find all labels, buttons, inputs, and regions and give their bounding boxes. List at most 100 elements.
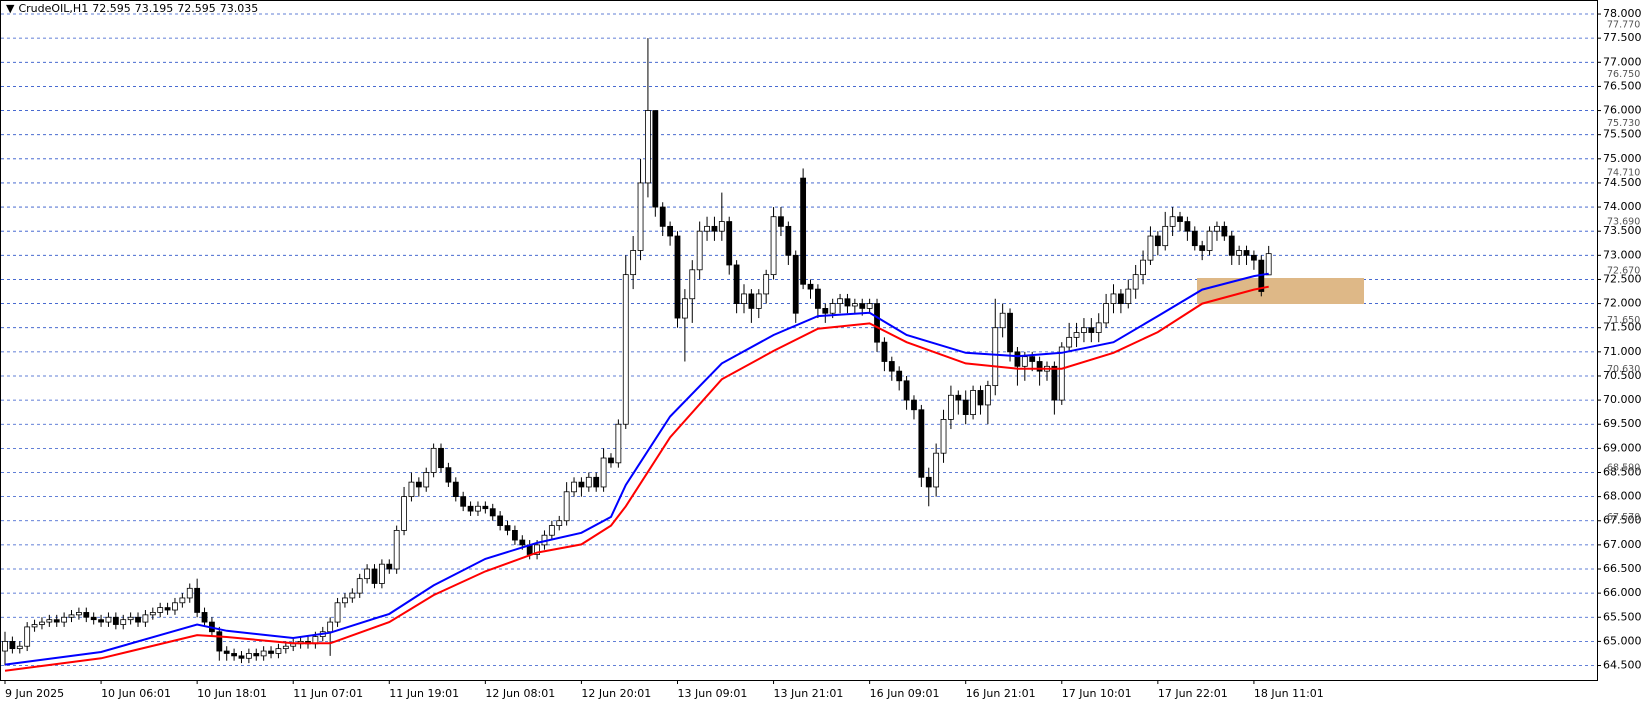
candle-body bbox=[792, 254, 799, 314]
candle-body bbox=[46, 619, 53, 623]
moving-average-line bbox=[4, 272, 1269, 666]
price-level-label: 76.750 bbox=[1607, 69, 1640, 80]
candle-body bbox=[940, 419, 947, 454]
candle-body bbox=[438, 447, 444, 469]
candle-body bbox=[452, 481, 459, 498]
candle-body bbox=[1066, 336, 1073, 348]
candle-body bbox=[1058, 346, 1065, 401]
candle-body bbox=[1169, 216, 1176, 227]
candle-body bbox=[112, 616, 119, 625]
candle-body bbox=[1251, 254, 1257, 261]
menu-triangle[interactable]: ▼ bbox=[6, 2, 15, 15]
candle-body bbox=[637, 182, 644, 251]
candle-body bbox=[578, 481, 585, 488]
candle-body bbox=[911, 399, 917, 411]
candle-body bbox=[349, 592, 356, 599]
candle-body bbox=[90, 616, 97, 621]
candle-body bbox=[1236, 250, 1243, 256]
price-level-label: 75.730 bbox=[1607, 118, 1640, 129]
candle-body bbox=[1036, 361, 1043, 372]
candle-body bbox=[711, 225, 718, 232]
symbol-title: CrudeOIL,H1 bbox=[18, 2, 89, 15]
candle-body bbox=[1110, 293, 1117, 304]
candle-body bbox=[844, 298, 851, 307]
candle-body bbox=[201, 612, 208, 623]
candle-body bbox=[874, 303, 880, 343]
candle-body bbox=[371, 568, 378, 584]
candle-body bbox=[482, 505, 489, 510]
price-level-label: 67.570 bbox=[1607, 512, 1640, 523]
candle-body bbox=[681, 298, 688, 319]
candle-body bbox=[999, 312, 1006, 329]
candle-body bbox=[356, 578, 363, 594]
candle-body bbox=[696, 230, 703, 271]
candle-body bbox=[497, 515, 504, 526]
candle-body bbox=[778, 216, 784, 227]
y-tick-label: 73.500 bbox=[1603, 224, 1642, 237]
y-tick-label: 65.500 bbox=[1603, 610, 1642, 623]
candle-body bbox=[593, 476, 600, 488]
zone-rectangle bbox=[1197, 278, 1364, 304]
candle-body bbox=[334, 602, 341, 623]
candle-body bbox=[585, 476, 592, 488]
candle-body bbox=[127, 616, 134, 621]
candle-body bbox=[622, 274, 629, 425]
candle-body bbox=[1221, 225, 1228, 237]
candle-body bbox=[1177, 216, 1183, 222]
x-tick-label: 13 Jun 21:01 bbox=[774, 687, 844, 700]
candle-body bbox=[815, 288, 821, 309]
candle-body bbox=[31, 624, 38, 628]
candle-body bbox=[512, 529, 518, 541]
candle-body bbox=[172, 602, 178, 611]
candle-body bbox=[896, 370, 903, 382]
candle-body bbox=[822, 308, 829, 314]
candle-body bbox=[135, 616, 141, 623]
candle-body bbox=[423, 472, 430, 488]
candle-body bbox=[866, 303, 873, 309]
y-tick-label: 75.000 bbox=[1603, 152, 1642, 165]
candle-body bbox=[563, 491, 570, 522]
plot-frame bbox=[0, 0, 1598, 681]
candle-body bbox=[1199, 245, 1206, 251]
candle-body bbox=[962, 399, 969, 415]
price-level-label: 71.650 bbox=[1607, 315, 1640, 326]
candle-body bbox=[1088, 327, 1095, 333]
candle-body bbox=[674, 235, 681, 319]
price-level-label: 77.770 bbox=[1607, 20, 1640, 31]
y-tick-label: 76.000 bbox=[1603, 104, 1642, 117]
candle-body bbox=[948, 394, 954, 420]
candle-body bbox=[992, 327, 999, 387]
y-tick-label: 70.500 bbox=[1603, 369, 1642, 382]
candle-body bbox=[142, 614, 149, 623]
candle-body bbox=[1147, 235, 1154, 261]
candle-body bbox=[1117, 293, 1124, 304]
price-level-label: 70.630 bbox=[1607, 364, 1640, 375]
y-tick-label: 77.500 bbox=[1603, 31, 1642, 44]
candle-body bbox=[260, 650, 267, 657]
candle-body bbox=[933, 452, 940, 488]
candle-body bbox=[194, 587, 201, 613]
y-tick-label: 72.500 bbox=[1603, 272, 1642, 285]
candle-body bbox=[984, 385, 991, 406]
candle-body bbox=[1051, 365, 1058, 401]
candle-body bbox=[364, 568, 371, 580]
y-tick-label: 71.500 bbox=[1603, 321, 1642, 334]
candle-body bbox=[76, 612, 82, 616]
y-tick-label: 66.000 bbox=[1603, 586, 1642, 599]
candle-body bbox=[216, 631, 223, 652]
candle-body bbox=[615, 423, 622, 464]
candle-body bbox=[807, 283, 814, 290]
candle-body bbox=[800, 177, 807, 285]
candle-body bbox=[1191, 230, 1198, 247]
y-tick-label: 74.500 bbox=[1603, 176, 1642, 189]
candle-body bbox=[718, 221, 725, 232]
x-tick-label: 10 Jun 06:01 bbox=[101, 687, 171, 700]
y-tick-label: 69.500 bbox=[1603, 417, 1642, 430]
candle-body bbox=[16, 645, 23, 650]
candle-body bbox=[164, 607, 171, 611]
candle-body bbox=[430, 447, 437, 473]
candle-body bbox=[556, 520, 563, 526]
candle-body bbox=[275, 648, 282, 654]
y-tick-label: 73.000 bbox=[1603, 248, 1642, 261]
candle-body bbox=[83, 612, 90, 618]
